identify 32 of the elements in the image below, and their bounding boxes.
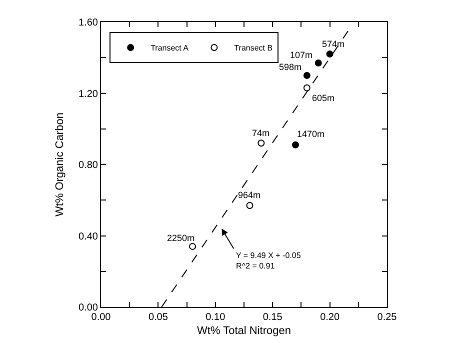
y-tick-label: 0.40 (78, 231, 98, 242)
annotation: 1470m (297, 129, 325, 139)
annotation: 598m (279, 62, 302, 72)
annotation: Y = 9.49 X + -0.05 R^2 = 0.91 (236, 251, 302, 270)
x-tick-label: 0.25 (377, 312, 398, 323)
point (292, 141, 299, 148)
y-tick-label: 0.00 (78, 302, 98, 314)
point (246, 202, 254, 209)
legend-label: Transect A (150, 44, 190, 53)
annotation: 574m (322, 39, 345, 49)
point (303, 84, 310, 92)
x-tick-label: 0.05 (148, 312, 168, 323)
legend-label: Transect B (234, 44, 273, 53)
y-tick-label: 1.60 (78, 18, 98, 28)
point (303, 72, 310, 79)
x-tick-label: 0.20 (320, 312, 340, 323)
x-tick-label: 0.00 (91, 312, 112, 323)
y-tick-label: 0.80 (78, 160, 98, 171)
point (189, 242, 196, 250)
y-axis-title: Wt% Organic Carbon (54, 112, 66, 216)
x-tick-label: 0.15 (262, 312, 283, 323)
annotation: 2250m (167, 233, 195, 243)
point (258, 140, 265, 147)
x-tick-label: 0.10 (206, 312, 226, 323)
x-axis-title: Wt% Total Nitrogen (197, 325, 291, 338)
annotation: 107m (290, 50, 313, 60)
point (326, 50, 334, 58)
point (314, 59, 322, 66)
annotation: 605m (312, 93, 335, 103)
y-tick-label: 1.20 (78, 88, 98, 100)
annotation: 74m (252, 128, 270, 138)
annotation: 964m (238, 190, 261, 200)
